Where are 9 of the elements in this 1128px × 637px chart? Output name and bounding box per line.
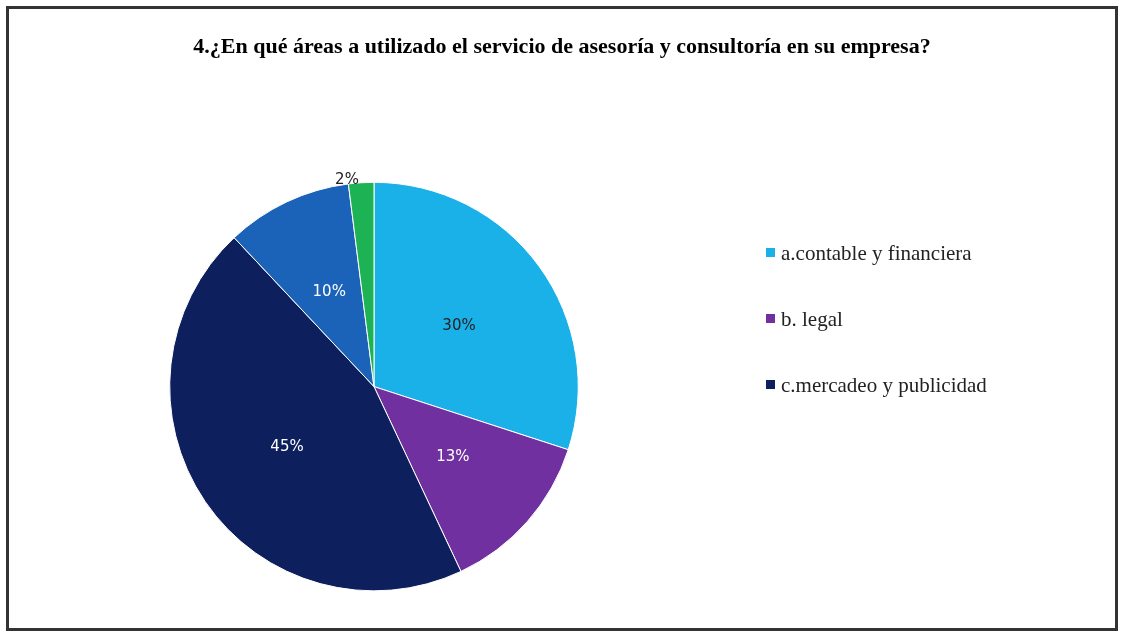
- data-label: 30%: [442, 315, 476, 334]
- data-label: 45%: [270, 436, 304, 455]
- legend-label: b. legal: [781, 306, 843, 331]
- legend-label: a.contable y financiera: [781, 240, 973, 265]
- legend-label: c.mercadeo y publicidad: [781, 372, 988, 397]
- data-label: 2%: [335, 169, 359, 188]
- chart-title: 4.¿En qué áreas a utilizado el servicio de asesoría y consultoría en su empresa?: [192, 32, 932, 60]
- data-label: 10%: [312, 282, 346, 301]
- data-label: 13%: [436, 447, 470, 466]
